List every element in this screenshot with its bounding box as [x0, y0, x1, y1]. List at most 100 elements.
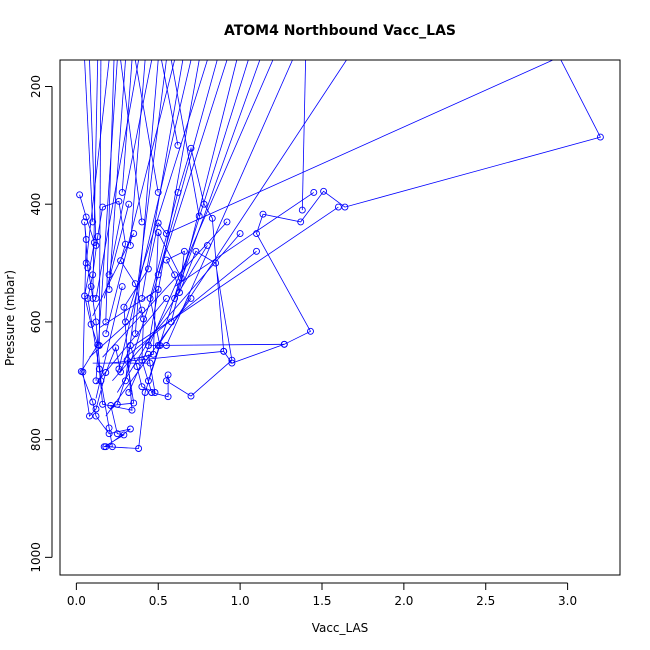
data-point-72 — [92, 318, 100, 326]
data-point-60 — [177, 274, 185, 282]
plot-frame — [59, 59, 621, 576]
trace-segment-33 — [109, 350, 224, 364]
trace-segment-27 — [157, 60, 347, 346]
segment-point-0 — [89, 218, 97, 226]
segment-point-32 — [146, 359, 154, 367]
segment-point-31 — [195, 212, 203, 220]
data-point-28 — [341, 203, 349, 211]
segment-point-18 — [122, 318, 129, 326]
segment-point-7 — [105, 286, 113, 293]
segment-point-19 — [154, 271, 162, 279]
trace-segment-38 — [125, 250, 257, 358]
data-point-8 — [92, 412, 100, 420]
trace-segment-14 — [105, 60, 175, 334]
trace-segment-43 — [89, 309, 143, 358]
data-point-77 — [79, 368, 87, 376]
data-point-12 — [135, 445, 143, 452]
x-tick-label-3: 1.5 — [312, 594, 331, 608]
trace-segment-11 — [108, 60, 153, 275]
data-point-71 — [97, 377, 105, 385]
segment-point-38 — [253, 247, 260, 255]
data-point-46 — [140, 315, 147, 323]
trace-segment-5 — [105, 60, 115, 322]
segment-point-33 — [220, 347, 228, 355]
data-point-57 — [171, 271, 179, 279]
data-point-38 — [84, 294, 92, 302]
data-point-53 — [228, 356, 236, 364]
data-point-86 — [151, 389, 159, 396]
data-point-23 — [307, 327, 314, 335]
data-point-10 — [126, 425, 134, 433]
segment-point-44 — [203, 241, 211, 249]
segment-point-36 — [223, 218, 231, 226]
plot-lines — [79, 60, 601, 449]
x-tick-label-4: 2.0 — [394, 594, 413, 608]
data-point-54 — [212, 259, 220, 267]
data-point-41 — [99, 203, 107, 211]
data-point-29 — [596, 133, 604, 141]
segment-point-43 — [138, 306, 146, 314]
trace-segment-24 — [128, 60, 274, 393]
trace-segment-1 — [89, 60, 97, 246]
data-point-79 — [92, 405, 100, 413]
data-point-1 — [82, 213, 90, 221]
data-point-73 — [87, 283, 95, 291]
y-tick-label-4: 1000 — [29, 542, 43, 573]
data-point-84 — [133, 363, 141, 371]
data-point-17 — [187, 144, 195, 152]
data-point-15 — [146, 294, 154, 302]
trace-segment-25 — [166, 60, 293, 346]
trace-segment-40 — [174, 192, 315, 287]
segment-point-28 — [138, 218, 146, 226]
data-point-63 — [123, 356, 131, 364]
data-point-32 — [154, 219, 162, 227]
data-point-43 — [122, 240, 129, 248]
trace-segment-3 — [98, 60, 102, 346]
data-point-51 — [162, 377, 170, 385]
data-point-70 — [105, 424, 113, 432]
trace-segment-41 — [133, 206, 339, 346]
trace-segment-37 — [112, 233, 241, 382]
data-point-55 — [192, 247, 200, 255]
segment-point-47 — [125, 200, 133, 208]
segment-point-30 — [174, 141, 182, 149]
data-point-13 — [141, 389, 149, 396]
data-point-21 — [228, 359, 236, 367]
segment-point-45 — [130, 230, 138, 238]
trace-segment-35 — [95, 298, 167, 384]
data-point-49 — [164, 393, 172, 401]
segment-point-2 — [89, 294, 97, 302]
x-tick-label-2: 1.0 — [231, 594, 250, 608]
data-point-83 — [126, 342, 134, 349]
trace-segment-44 — [116, 245, 208, 393]
segment-point-21 — [167, 318, 175, 326]
data-point-18 — [200, 200, 208, 208]
segment-point-37 — [236, 230, 244, 238]
trace-segment-36 — [102, 221, 228, 358]
data-point-40 — [94, 233, 102, 241]
data-point-42 — [115, 197, 123, 205]
segment-point-35 — [162, 294, 170, 302]
trace-segment-12 — [134, 60, 159, 334]
segment-point-1 — [92, 241, 100, 249]
trace-segment-2 — [92, 60, 99, 299]
segment-point-17 — [144, 342, 152, 349]
trace-segment-18 — [125, 60, 208, 323]
segment-point-3 — [95, 342, 103, 349]
data-point-34 — [120, 303, 128, 311]
data-point-31 — [162, 230, 170, 238]
data-point-78 — [86, 412, 93, 420]
data-point-19 — [208, 214, 216, 222]
segment-point-9 — [92, 294, 100, 302]
series-line-0 — [79, 60, 601, 449]
y-tick-label-1: 400 — [29, 193, 43, 216]
segment-point-16 — [115, 365, 123, 373]
data-point-37 — [95, 365, 103, 373]
data-point-66 — [113, 430, 121, 438]
data-point-26 — [297, 218, 305, 226]
segment-point-13 — [122, 377, 129, 385]
segment-point-25 — [162, 342, 170, 349]
segment-point-8 — [118, 188, 126, 196]
trace-segment-34 — [150, 343, 285, 346]
data-point-35 — [128, 406, 136, 414]
